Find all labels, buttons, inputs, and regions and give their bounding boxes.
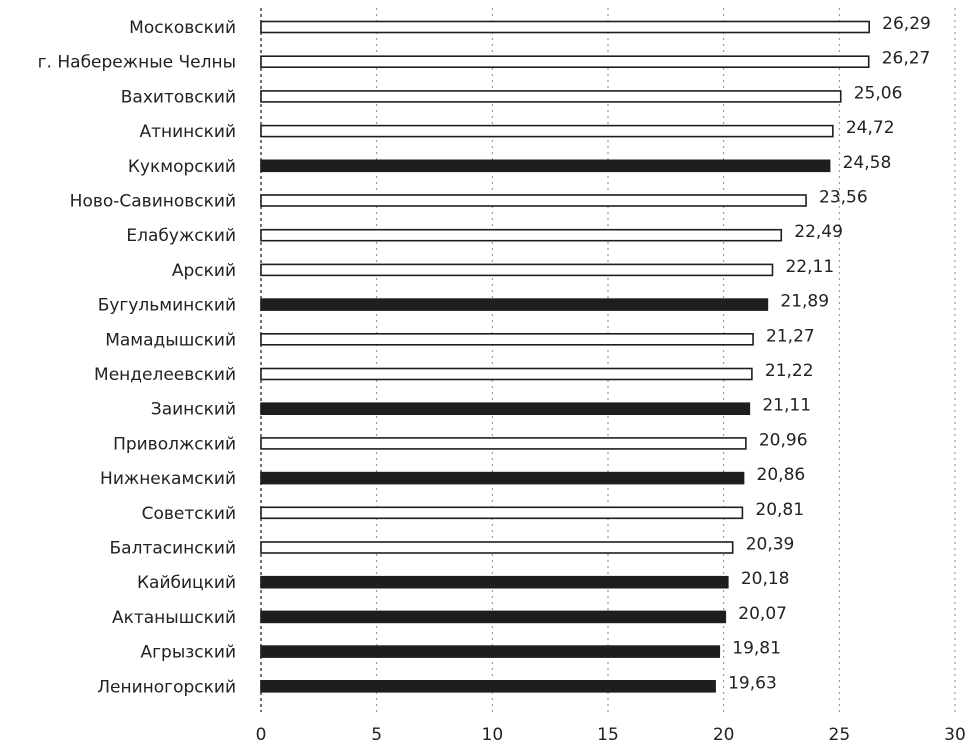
category-label: Атнинский [139,122,236,142]
x-tick-label: 20 [713,725,735,745]
bar-2 [260,55,870,69]
bar-15 [260,506,744,520]
category-label: Советский [142,504,236,524]
value-label: 26,27 [882,49,931,69]
value-label: 24,72 [846,118,895,138]
bars-group [260,20,870,693]
x-tick-label: 25 [829,725,851,745]
bar-8 [260,263,774,277]
value-label: 21,89 [780,292,829,312]
value-label: 21,27 [766,326,815,346]
category-label: Агрызский [140,643,236,663]
bar-5 [260,159,831,173]
category-label: Мамадышский [105,330,236,350]
value-label: 21,22 [765,361,814,381]
x-tick-label: 0 [256,725,267,745]
bar-20 [260,679,716,693]
value-labels: 26,29 26,27 25,06 24,72 24,58 23,56 22,49 22,11… [728,14,931,693]
grid-lines [260,8,956,712]
bar-3 [260,90,842,103]
category-label: Елабужский [126,226,236,246]
value-label: 22,49 [794,222,843,242]
bar-10 [260,332,754,346]
bar-1 [260,20,870,34]
category-label: Нижнекамский [100,469,236,489]
category-label: Бугульминский [98,296,236,316]
category-label: Арский [172,261,236,281]
value-label: 20,86 [757,465,806,485]
category-label: Лениногорский [97,677,236,697]
category-label: Кайбицкий [137,573,236,593]
value-label: 19,63 [728,673,777,693]
category-label: Кукморский [128,157,236,177]
bar-4 [260,124,834,138]
bar-6 [260,194,807,207]
category-label: г. Набережные Челны [38,53,236,73]
category-labels: Московский г. Набережные Челны Вахитовский… [38,18,236,697]
bar-16 [260,541,734,554]
value-label: 19,81 [732,639,781,659]
value-label: 23,56 [819,188,868,208]
bar-11 [260,367,753,381]
value-label: 20,39 [746,535,795,555]
x-tick-label: 30 [944,725,966,745]
bar-19 [260,645,721,658]
bar-13 [260,437,747,450]
x-tick-label: 10 [482,725,504,745]
value-label: 24,58 [843,153,892,173]
value-label: 20,96 [759,430,808,450]
category-label: Вахитовский [121,87,236,107]
value-label: 20,81 [755,500,804,520]
category-label: Московский [129,18,236,38]
value-label: 21,11 [762,396,811,416]
category-label: Балтасинский [110,539,237,559]
category-label: Заинский [151,400,236,420]
bar-7 [260,228,783,242]
category-label: Актанышский [112,608,236,628]
value-label: 22,11 [785,257,834,277]
value-label: 26,29 [882,14,931,34]
bar-12 [260,402,751,416]
category-label: Менделеевский [94,365,236,385]
bar-14 [260,471,745,485]
x-axis-ticks: 0 5 10 15 20 25 30 [256,725,966,745]
value-label: 20,07 [738,604,787,624]
x-tick-label: 5 [371,725,382,745]
x-tick-label: 15 [597,725,619,745]
category-label: Приволжский [113,434,236,454]
category-label: Ново-Савиновский [70,192,236,212]
bar-9 [260,298,769,311]
value-label: 20,18 [741,569,790,589]
bar-18 [260,610,727,624]
value-label: 25,06 [854,83,903,103]
bar-17 [260,575,729,589]
